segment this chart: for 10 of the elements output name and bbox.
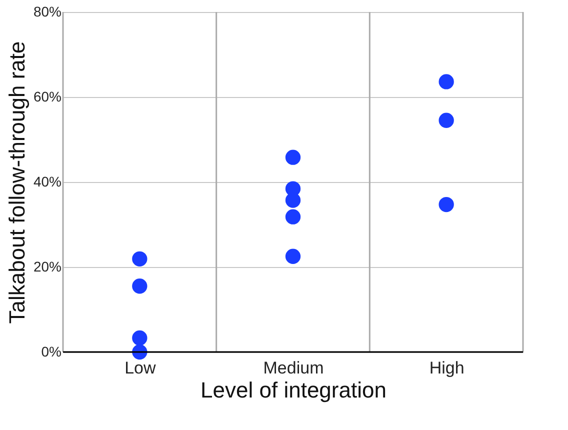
y-tick-label: 40% (33, 174, 62, 190)
y-tick-label: 80% (33, 4, 62, 20)
x-tick-label: Medium (263, 358, 324, 378)
y-tick-label: 0% (41, 344, 62, 360)
x-axis-title: Level of integration (200, 378, 386, 402)
y-axis-title: Talkabout follow-through rate (4, 41, 30, 324)
x-tick-label: Low (124, 358, 156, 378)
y-tick-label: 60% (33, 88, 62, 104)
x-tick-label: High (429, 358, 464, 378)
y-tick-label: 20% (33, 258, 62, 274)
